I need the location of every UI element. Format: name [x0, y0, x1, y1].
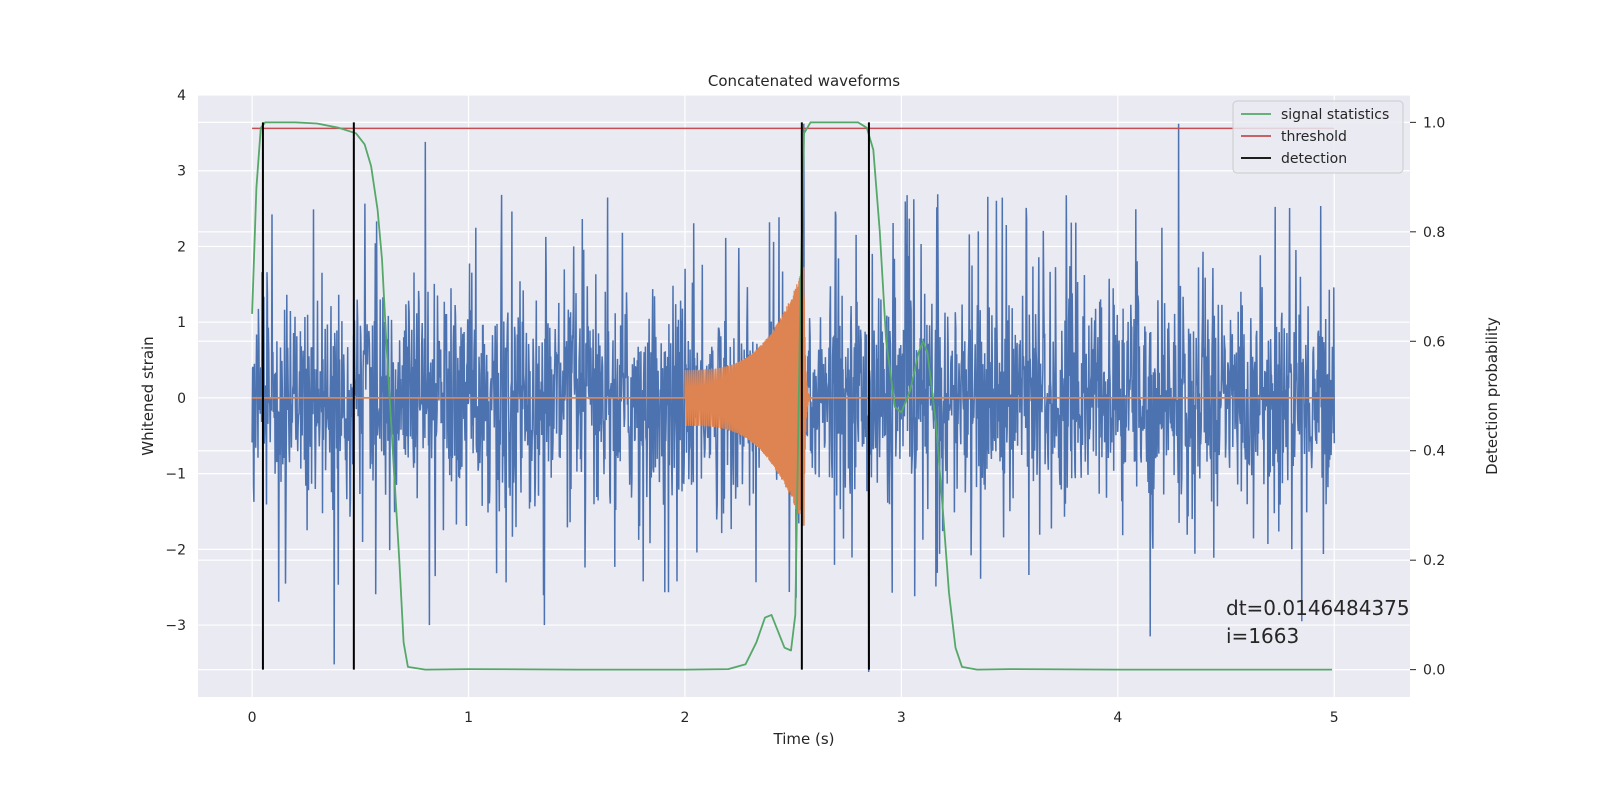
legend: signal statistics threshold detection — [1232, 100, 1404, 174]
x-tick-label: 2 — [681, 710, 690, 726]
waveform-chirp — [684, 267, 812, 526]
y-tick-label: 1 — [177, 315, 186, 331]
legend-label: threshold — [1281, 129, 1347, 145]
y2-tick-label: 0.2 — [1423, 553, 1445, 569]
y2-tick-label: 0.6 — [1423, 334, 1445, 350]
signal-statistics-series — [251, 121, 1333, 671]
y-tick-label: 0 — [177, 391, 186, 407]
plot-area — [251, 121, 1336, 673]
y-tick-label: −3 — [165, 618, 186, 634]
y-tick-label: 2 — [177, 239, 186, 255]
legend-label: detection — [1281, 151, 1347, 167]
y2-axis-label: Detection probability — [1483, 317, 1501, 475]
legend-box — [1232, 100, 1404, 174]
y-tick-label: 3 — [177, 164, 186, 180]
legend-label: signal statistics — [1281, 107, 1389, 123]
detection-series — [261, 122, 870, 670]
y-tick-label: −2 — [165, 542, 186, 558]
signal-statistics-line — [251, 121, 1333, 671]
y2-tick-label: 0.8 — [1423, 225, 1445, 241]
y-tick-label: −1 — [165, 467, 186, 483]
x-tick-label: 4 — [1113, 710, 1122, 726]
injected-waveform-series — [252, 267, 1335, 526]
y-tick-label: 4 — [177, 88, 186, 104]
x-tick-label: 0 — [248, 710, 257, 726]
x-tick-label: 3 — [897, 710, 906, 726]
chart-title: Concatenated waveforms — [708, 72, 900, 90]
x-tick-label: 5 — [1330, 710, 1339, 726]
axis-ticks: 0 1 2 3 4 5 −3 −2 −1 0 1 2 3 4 0.0 0.2 0.4 0.6 0.8 1.0 — [165, 88, 1445, 726]
annotation-dt: dt=0.0146484375 — [1226, 596, 1410, 620]
y2-tick-label: 0.0 — [1423, 663, 1445, 679]
y2-tick-label: 1.0 — [1423, 115, 1445, 131]
annotation-text: dt=0.0146484375 i=1663 — [1226, 596, 1416, 648]
x-tick-label: 1 — [464, 710, 473, 726]
y-axis-label: Whitened strain — [139, 336, 157, 455]
x-axis-label: Time (s) — [773, 730, 835, 748]
annotation-index: i=1663 — [1226, 624, 1299, 648]
y2-tick-label: 0.4 — [1423, 444, 1445, 460]
